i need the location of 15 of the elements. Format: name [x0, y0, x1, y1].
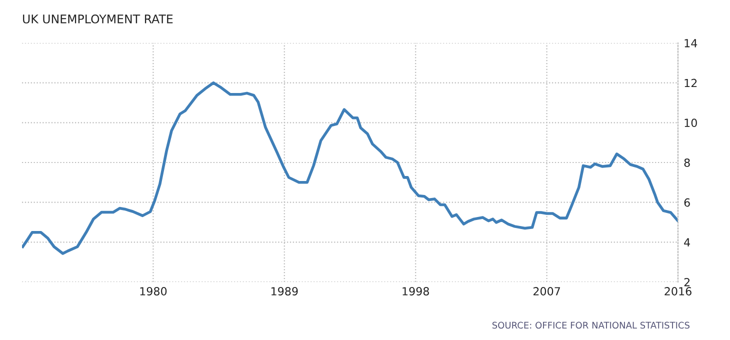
y-tick-label: 12	[684, 78, 697, 88]
y-tick-label: 10	[684, 118, 697, 128]
y-tick-label: 8	[684, 158, 690, 167]
y-tick-label: 6	[684, 198, 690, 207]
x-tick-label: 1989	[271, 287, 298, 296]
chart-title: UK UNEMPLOYMENT RATE	[23, 14, 173, 24]
x-tick-label: 2007	[533, 287, 560, 296]
x-tick-label: 1998	[402, 287, 429, 296]
y-tick-label: 2	[684, 278, 690, 286]
line-series	[22, 81, 678, 255]
x-tick-label: 2016	[664, 287, 692, 296]
y-tick-label: 4	[684, 238, 690, 246]
x-tick-label: 1980	[140, 287, 167, 296]
source-note: SOURCE: OFFICE FOR NATIONAL STATISTICS	[492, 322, 690, 329]
y-tick-label: 14	[684, 39, 698, 48]
